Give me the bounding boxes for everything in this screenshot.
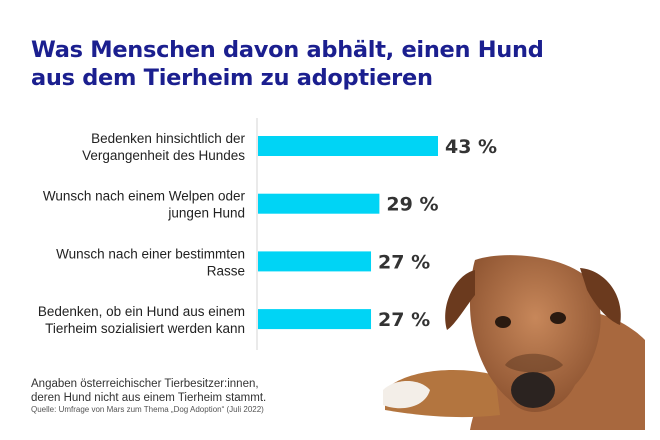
category-label: Bedenken, ob ein Hund aus einem [38, 304, 245, 319]
category-label: jungen Hund [167, 206, 245, 221]
value-label: 27 % [378, 309, 430, 331]
chart-title: Was Menschen davon abhält, einen Hund au… [31, 36, 544, 92]
bar-1 [258, 136, 438, 156]
bar-2 [258, 193, 380, 214]
title-line-2: aus dem Tierheim zu adoptieren [31, 65, 433, 91]
category-label: Tierheim sozialisiert werden kann [45, 321, 245, 336]
value-label: 27 % [378, 251, 430, 273]
source-note: Quelle: Umfrage von Mars zum Thema „Dog … [31, 405, 264, 414]
category-label: Vergangenheit des Hundes [82, 148, 245, 163]
title-line-1: Was Menschen davon abhält, einen Hund [31, 37, 544, 63]
footnote-line-1: Angaben österreichischer Tierbesitzer:in… [31, 378, 259, 390]
category-label: Rasse [207, 263, 245, 278]
dog-image [383, 255, 645, 430]
category-label: Wunsch nach einer bestimmten [56, 246, 245, 261]
footnote-line-2: deren Hund nicht aus einem Tierheim stam… [31, 392, 267, 404]
value-label: 29 % [386, 194, 438, 216]
category-label: Bedenken hinsichtlich der [91, 131, 245, 146]
category-label: Wunsch nach einem Welpen oder [43, 189, 246, 204]
bar-4 [258, 309, 372, 330]
value-label: 43 % [445, 136, 497, 158]
bar-3 [258, 251, 372, 272]
footnote: Angaben österreichischer Tierbesitzer:in… [31, 377, 266, 405]
